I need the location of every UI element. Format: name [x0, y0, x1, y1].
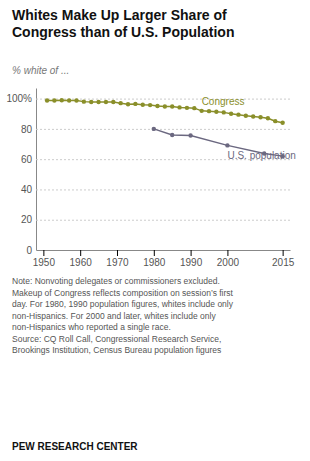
series-point: [104, 100, 108, 104]
chart-container: Whites Make Up Larger Share ofCongress t…: [0, 0, 310, 461]
series-point: [170, 104, 174, 108]
series-line: [47, 100, 283, 123]
x-axis: 1950 1960 1970 1980 1990 2000 2015: [33, 250, 295, 268]
y-tick: 40: [21, 184, 290, 195]
grid-line: [36, 99, 290, 100]
series-point: [177, 105, 181, 109]
note-line: Source: CQ Roll Call, Congressional Rese…: [12, 334, 221, 344]
series-point: [155, 104, 159, 108]
y-tick: 0: [26, 245, 290, 256]
series-point: [280, 121, 284, 125]
title-line: Congress than of U.S. Population: [12, 24, 234, 40]
series-point: [244, 114, 248, 118]
footer: PEW RESEARCH CENTER: [12, 441, 138, 452]
series-point: [225, 143, 229, 147]
series-point: [52, 98, 56, 102]
x-tick-label: 1960: [70, 257, 93, 268]
note-line: non-Hispanics who reported a single race…: [12, 322, 171, 332]
series-label: U.S. population: [227, 150, 295, 161]
x-tick-line: [80, 250, 81, 256]
series-point: [214, 110, 218, 114]
x-tick-line: [191, 250, 192, 256]
series-point: [152, 127, 156, 131]
y-tick: 20: [21, 214, 290, 225]
series-label: Congress: [202, 96, 245, 107]
x-tick-label: 2015: [272, 257, 295, 268]
series-point: [45, 98, 49, 102]
y-tick: 100%: [6, 93, 290, 104]
x-tick-line: [283, 250, 284, 256]
series-point: [82, 99, 86, 103]
note: Note: Nonvoting delegates or commissione…: [12, 276, 234, 355]
x-tick: 1990: [180, 250, 203, 268]
series-point: [185, 106, 189, 110]
grid-line: [36, 220, 290, 221]
y-axis-label: % white of ...: [12, 65, 69, 76]
plot-marks: [45, 98, 285, 158]
note-line: day. For 1980, 1990 population figures, …: [12, 299, 234, 309]
series-point: [229, 112, 233, 116]
series-point: [188, 133, 192, 137]
note-line: Note: Nonvoting delegates or commissione…: [12, 276, 220, 286]
title-line: Whites Make Up Larger Share of: [12, 7, 227, 23]
x-axis-line: [37, 250, 291, 251]
grid-line: [36, 250, 290, 251]
series-point: [148, 103, 152, 107]
y-tick-label: 80: [21, 124, 33, 135]
x-tick-line: [43, 250, 44, 256]
series-point: [89, 100, 93, 104]
series-point: [74, 98, 78, 102]
series-point: [273, 119, 277, 123]
series-point: [207, 109, 211, 113]
x-tick-label: 1950: [33, 257, 56, 268]
y-tick-label: 100%: [6, 93, 32, 104]
y-tick-label: 20: [21, 214, 33, 225]
series-point: [111, 100, 115, 104]
series-point: [266, 116, 270, 120]
series-point: [170, 133, 174, 137]
series-point: [67, 98, 71, 102]
x-tick-label: 1990: [180, 257, 203, 268]
series-point: [126, 102, 130, 106]
chart-svg: Whites Make Up Larger Share ofCongress t…: [0, 0, 310, 461]
note-line: Makeup of Congress reflects composition …: [12, 288, 234, 298]
y-tick-label: 60: [21, 154, 33, 165]
y-tick-label: 0: [26, 245, 32, 256]
note-line: Brookings Institution, Census Bureau pop…: [12, 345, 221, 355]
series-point: [133, 102, 137, 106]
x-tick-line: [227, 250, 228, 256]
series-labels: Congress U.S. population: [202, 96, 296, 162]
x-tick-label: 1980: [143, 257, 166, 268]
y-tick-label: 40: [21, 184, 33, 195]
series-point: [163, 104, 167, 108]
series-point: [199, 109, 203, 113]
x-tick-line: [154, 250, 155, 256]
series-point: [251, 114, 255, 118]
grid-line: [36, 129, 290, 130]
series-point: [222, 110, 226, 114]
series-point: [60, 98, 64, 102]
x-tick: 1960: [70, 250, 93, 268]
grid-line: [36, 189, 290, 190]
title: Whites Make Up Larger Share ofCongress t…: [12, 7, 234, 40]
series-point: [236, 112, 240, 116]
y-tick: 80: [21, 124, 290, 135]
y-axis: 0 20 40 60 80 100%: [6, 89, 290, 256]
y-axis-line: [36, 89, 37, 251]
series-point: [96, 100, 100, 104]
note-line: non-Hispanics. For 2000 and later, white…: [12, 311, 216, 321]
x-tick-line: [117, 250, 118, 256]
x-tick-label: 2000: [217, 257, 240, 268]
x-tick: 2015: [272, 250, 295, 268]
x-tick: 1970: [106, 250, 129, 268]
x-tick: 1980: [143, 250, 166, 268]
x-tick-label: 1970: [106, 257, 129, 268]
x-tick: 1950: [33, 250, 56, 268]
series-point: [258, 115, 262, 119]
series-point: [141, 103, 145, 107]
series-point: [118, 101, 122, 105]
series-point: [192, 106, 196, 110]
x-tick: 2000: [217, 250, 240, 268]
